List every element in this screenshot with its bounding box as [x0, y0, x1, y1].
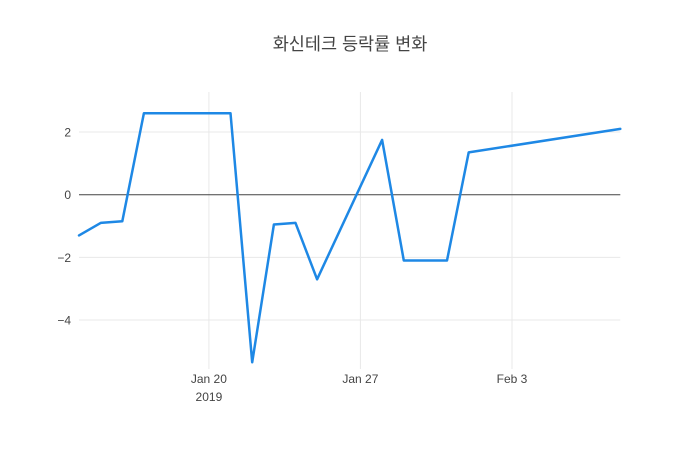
x-tick-sublabel: 2019 [196, 390, 223, 404]
chart-title: 화신테크 등락률 변화 [273, 34, 428, 54]
x-tick-label: Feb 3 [497, 372, 528, 386]
series-line [77, 111, 622, 364]
y-tick-label: −2 [57, 251, 71, 265]
x-tick-label: Jan 20 [191, 372, 227, 386]
y-tick-label: 0 [64, 188, 71, 202]
y-tick-label: 2 [64, 126, 71, 140]
y-tick-label: −4 [57, 314, 71, 328]
x-tick-label: Jan 27 [342, 372, 378, 386]
